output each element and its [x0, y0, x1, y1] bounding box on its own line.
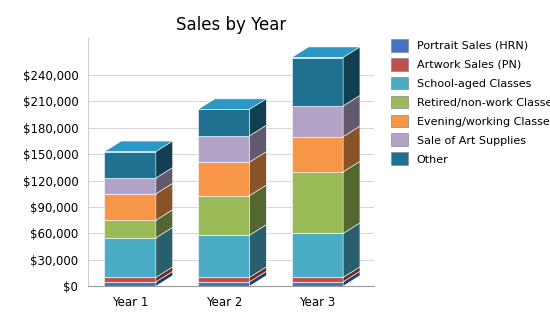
Polygon shape [250, 99, 266, 136]
Bar [104, 194, 156, 220]
Polygon shape [156, 168, 173, 194]
Polygon shape [292, 161, 360, 172]
Polygon shape [343, 267, 360, 282]
Bar [104, 220, 156, 238]
Title: Sales by Year: Sales by Year [176, 16, 286, 34]
Polygon shape [156, 227, 173, 277]
Polygon shape [292, 223, 360, 233]
Polygon shape [104, 141, 173, 152]
Bar [104, 178, 156, 194]
Bar [198, 162, 250, 196]
Polygon shape [250, 125, 266, 162]
Polygon shape [104, 227, 173, 238]
Bar [104, 277, 156, 282]
Polygon shape [250, 152, 266, 196]
Polygon shape [156, 271, 173, 286]
Polygon shape [156, 183, 173, 220]
Bar [104, 282, 156, 286]
Bar [292, 137, 343, 172]
Bar [198, 109, 250, 136]
Polygon shape [104, 210, 173, 220]
Polygon shape [198, 152, 266, 162]
Polygon shape [250, 185, 266, 235]
Polygon shape [104, 168, 173, 178]
Polygon shape [292, 271, 360, 282]
Bar [292, 106, 343, 137]
Polygon shape [198, 185, 266, 196]
Polygon shape [198, 125, 266, 136]
Polygon shape [292, 47, 360, 58]
Polygon shape [104, 183, 173, 194]
Bar [198, 196, 250, 235]
Bar [198, 277, 250, 282]
Polygon shape [104, 267, 173, 277]
Polygon shape [104, 271, 173, 282]
Bar [104, 152, 156, 178]
Bar [292, 58, 343, 106]
Polygon shape [343, 126, 360, 172]
Polygon shape [156, 267, 173, 282]
Polygon shape [343, 271, 360, 286]
Polygon shape [198, 99, 266, 109]
Bar [198, 235, 250, 277]
Bar [198, 136, 250, 162]
Polygon shape [343, 161, 360, 233]
Polygon shape [250, 271, 266, 286]
Polygon shape [250, 225, 266, 277]
Polygon shape [292, 267, 360, 277]
Polygon shape [198, 271, 266, 282]
Bar [292, 282, 343, 286]
Bar [104, 238, 156, 277]
Bar [292, 172, 343, 233]
Legend: Portrait Sales (HRN), Artwork Sales (PN), School-aged Classes, Retired/non-work : Portrait Sales (HRN), Artwork Sales (PN)… [391, 39, 550, 165]
Polygon shape [343, 95, 360, 137]
Polygon shape [198, 267, 266, 277]
Polygon shape [250, 267, 266, 282]
Polygon shape [156, 141, 173, 178]
Bar [292, 233, 343, 277]
Polygon shape [292, 126, 360, 137]
Polygon shape [343, 223, 360, 277]
Polygon shape [156, 210, 173, 238]
Bar [198, 282, 250, 286]
Polygon shape [198, 225, 266, 235]
Polygon shape [343, 47, 360, 106]
Bar [292, 277, 343, 282]
Polygon shape [292, 95, 360, 106]
